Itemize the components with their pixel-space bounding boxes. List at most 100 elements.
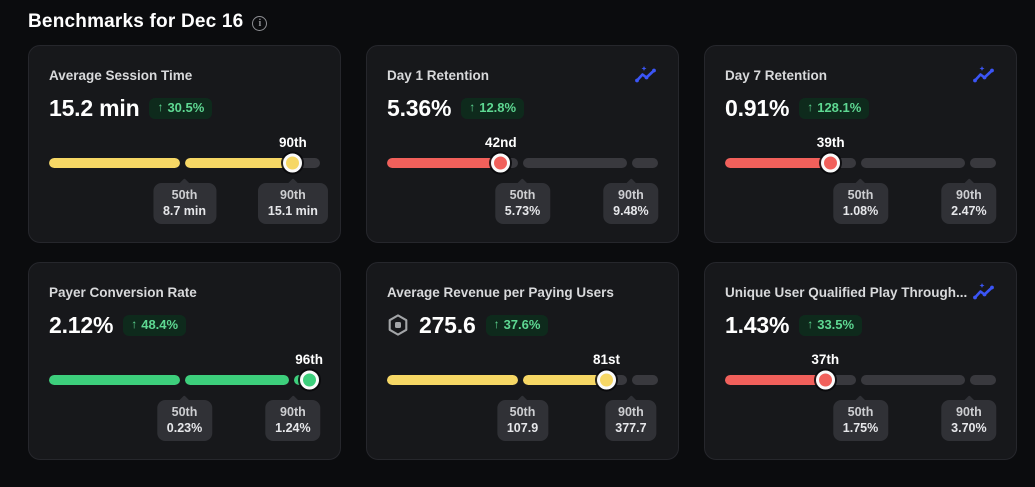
- p90-value: 1.24%: [275, 421, 311, 435]
- slider-track[interactable]: [725, 370, 996, 390]
- up-arrow-icon: ↑: [807, 317, 814, 331]
- percentile-label-row: 42nd: [387, 135, 658, 153]
- percentile-tooltips: 50th 5.73% 90th 9.48%: [387, 183, 659, 224]
- p50-value: 1.08%: [842, 204, 879, 218]
- slider-knob[interactable]: [821, 153, 841, 173]
- card-header: Unique User Qualified Play Through...: [725, 283, 996, 303]
- slider-knob[interactable]: [283, 153, 303, 173]
- metric-value-row: 15.2 min ↑ 30.5%: [49, 93, 320, 123]
- p50-value: 0.23%: [166, 421, 203, 435]
- p90-value: 9.48%: [613, 204, 649, 218]
- slider-track[interactable]: [387, 153, 658, 173]
- trend-sparkline-icon[interactable]: [972, 66, 996, 84]
- p90-label: 90th: [280, 405, 306, 419]
- change-badge: ↑ 12.8%: [461, 97, 525, 119]
- track-segment-90-100: [969, 158, 996, 168]
- percentile-tooltips: 50th 1.75% 90th 3.70%: [725, 400, 997, 441]
- percentile-slider: 37th 50th 1.75% 90th 3.70%: [725, 352, 997, 441]
- change-value: 128.1%: [817, 99, 862, 115]
- percentile-tooltips: 50th 1.08% 90th 2.47%: [725, 183, 997, 224]
- percentile-label-row: 81st: [387, 352, 658, 370]
- metric-value-row: 2.12% ↑ 48.4%: [49, 310, 320, 340]
- percentile-label: 90th: [279, 135, 307, 150]
- track-segment-0-50: [725, 158, 856, 168]
- track-fill: [387, 158, 497, 168]
- p50-label: 50th: [509, 405, 536, 419]
- track-fill: [725, 158, 827, 168]
- change-badge: ↑ 37.6%: [485, 314, 549, 336]
- change-badge: ↑ 30.5%: [149, 97, 213, 119]
- track-segment-0-50: [725, 375, 856, 385]
- track-segment-0-50: [387, 375, 518, 385]
- p90-tooltip: 90th 15.1 min: [257, 183, 328, 224]
- percentile-tooltips: 50th 8.7 min 90th 15.1 min: [49, 183, 328, 224]
- p90-tooltip: 90th 9.48%: [603, 183, 659, 224]
- percentile-label-row: 96th: [49, 352, 323, 370]
- slider-knob[interactable]: [299, 370, 319, 390]
- p90-value: 377.7: [615, 421, 647, 435]
- p50-label: 50th: [171, 405, 198, 419]
- p90-label: 90th: [956, 405, 982, 419]
- metric-title: Average Session Time: [49, 68, 193, 83]
- percentile-tooltips: 50th 0.23% 90th 1.24%: [49, 400, 321, 441]
- change-value: 33.5%: [817, 316, 855, 332]
- info-icon[interactable]: i: [252, 15, 268, 31]
- track-segment-50-90: [860, 158, 965, 168]
- p50-label: 50th: [509, 188, 536, 202]
- p90-tooltip: 90th 1.24%: [265, 400, 321, 441]
- benchmark-cards-grid: Average Session Time 15.2 min ↑ 30.5% 90…: [28, 45, 1017, 460]
- track-segment-90-100: [969, 375, 996, 385]
- slider-track[interactable]: [49, 153, 320, 173]
- change-value: 12.8%: [479, 99, 517, 115]
- metric-card-payer-conversion-rate: Payer Conversion Rate 2.12% ↑ 48.4% 96th: [28, 262, 341, 460]
- card-header: Average Session Time: [49, 68, 320, 86]
- metric-title: Average Revenue per Paying Users: [387, 285, 614, 300]
- slider-knob[interactable]: [597, 370, 616, 390]
- p90-value: 2.47%: [951, 204, 987, 218]
- metric-card-day-7-retention: Day 7 Retention 0.91% ↑ 128.1% 39th: [704, 45, 1017, 243]
- slider-knob[interactable]: [491, 153, 511, 173]
- track-segment-50-90: [522, 158, 627, 168]
- percentile-slider: 96th 50th 0.23% 90th 1.24%: [49, 352, 323, 441]
- track-fill: [387, 375, 518, 385]
- p90-value: 3.70%: [951, 421, 987, 435]
- card-header: Payer Conversion Rate: [49, 285, 320, 303]
- track-segment-90-100: [293, 158, 320, 168]
- slider-knob[interactable]: [815, 370, 835, 390]
- metric-value: 5.36%: [387, 94, 452, 121]
- p90-tooltip: 90th 2.47%: [941, 183, 997, 224]
- metric-value: 275.6: [419, 311, 476, 338]
- up-arrow-icon: ↑: [469, 100, 476, 114]
- slider-track[interactable]: [49, 370, 320, 390]
- metric-value-row: 1.43% ↑ 33.5%: [725, 310, 996, 340]
- metric-title: Payer Conversion Rate: [49, 285, 197, 300]
- p50-value: 107.9: [506, 421, 539, 435]
- trend-sparkline-icon[interactable]: [634, 66, 658, 84]
- card-header: Day 1 Retention: [387, 66, 658, 86]
- up-arrow-icon: ↑: [493, 317, 500, 331]
- trend-sparkline-icon[interactable]: [972, 283, 996, 301]
- p90-label: 90th: [956, 188, 982, 202]
- p50-label: 50th: [847, 188, 874, 202]
- change-badge: ↑ 33.5%: [799, 314, 863, 336]
- up-arrow-icon: ↑: [157, 100, 164, 114]
- percentile-label-row: 39th: [725, 135, 996, 153]
- slider-track[interactable]: [387, 370, 658, 390]
- track-segment-90-100: [631, 158, 658, 168]
- track-fill: [522, 375, 604, 385]
- percentile-tooltips: 50th 107.9 90th 377.7: [387, 400, 658, 441]
- track-segment-50-90: [522, 375, 627, 385]
- p90-label: 90th: [618, 405, 644, 419]
- p50-label: 50th: [847, 405, 874, 419]
- change-value: 30.5%: [167, 99, 205, 115]
- page-header: Benchmarks for Dec 16 i: [28, 11, 268, 33]
- robux-currency-icon: [387, 314, 409, 336]
- percentile-slider: 81st 50th 107.9 90th 377.7: [387, 352, 658, 441]
- metric-value-row: 5.36% ↑ 12.8%: [387, 93, 658, 123]
- slider-track[interactable]: [725, 153, 996, 173]
- metric-title: Day 7 Retention: [725, 68, 828, 83]
- page-title: Benchmarks for Dec 16: [28, 11, 244, 32]
- track-segment-90-100: [631, 375, 658, 385]
- change-badge: ↑ 48.4%: [123, 314, 187, 336]
- track-segment-0-50: [49, 158, 180, 168]
